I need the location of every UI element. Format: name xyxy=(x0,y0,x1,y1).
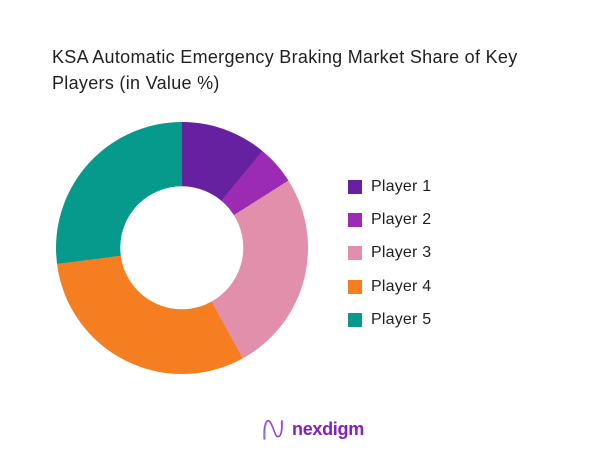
legend-swatch xyxy=(348,279,362,294)
donut-chart xyxy=(56,122,308,374)
donut-hole xyxy=(120,186,244,310)
legend-swatch xyxy=(348,246,362,261)
legend-label: Player 3 xyxy=(371,244,432,262)
chart-title: KSA Automatic Emergency Braking Market S… xyxy=(52,47,518,93)
legend-swatch xyxy=(348,313,362,328)
legend-item: Player 2 xyxy=(348,203,431,236)
legend: Player 1 Player 2 Player 3 Player 4 Play… xyxy=(348,170,431,337)
legend-label: Player 4 xyxy=(371,277,432,295)
nexdigm-wordmark: nexdigm xyxy=(292,419,364,439)
footer-logo: nexdigm xyxy=(261,415,364,443)
nexdigm-logo-icon xyxy=(263,419,283,440)
legend-label: Player 5 xyxy=(371,311,432,329)
legend-label: Player 2 xyxy=(371,211,432,229)
legend-item: Player 5 xyxy=(348,304,431,337)
legend-item: Player 3 xyxy=(348,237,431,270)
legend-swatch xyxy=(348,213,362,228)
legend-label: Player 1 xyxy=(371,177,432,195)
legend-item: Player 4 xyxy=(348,270,431,303)
legend-item: Player 1 xyxy=(348,170,431,203)
legend-swatch xyxy=(348,179,362,194)
